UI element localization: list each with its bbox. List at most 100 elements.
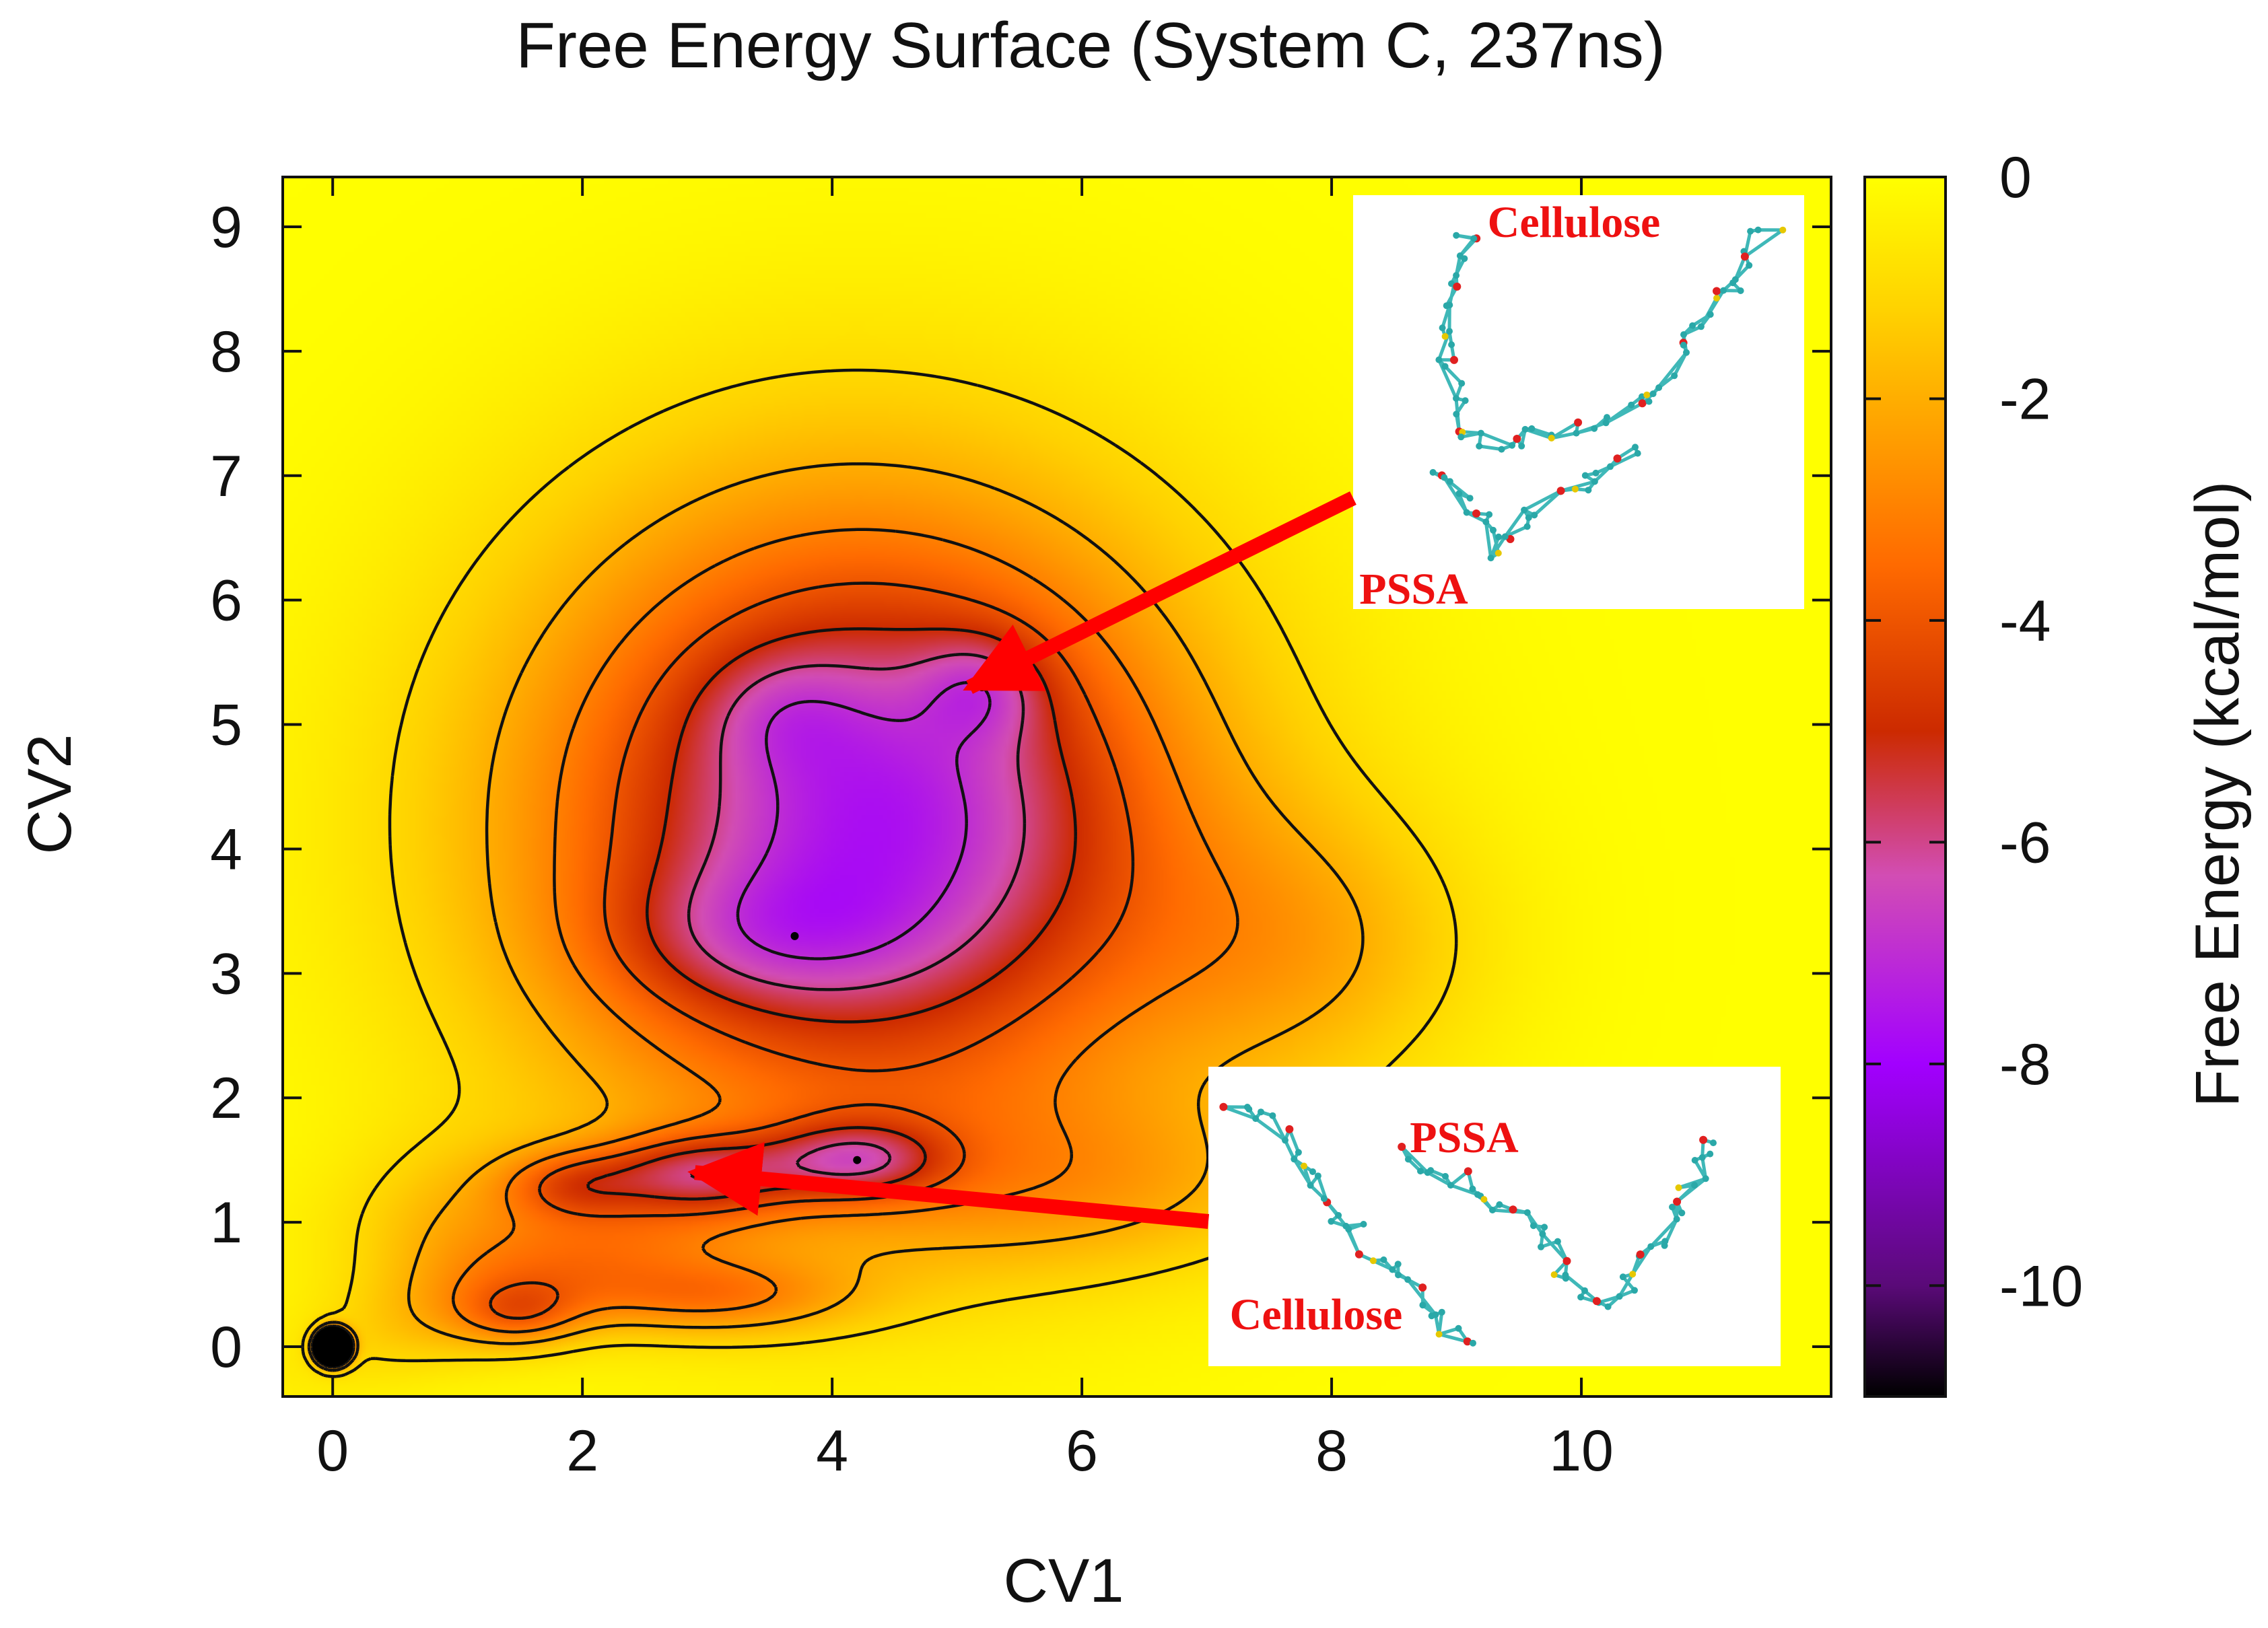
annotation-arrow	[687, 1141, 1210, 1229]
molecule-atom	[1487, 555, 1494, 562]
molecule-atom	[1307, 1182, 1314, 1189]
molecule-atom	[1634, 450, 1641, 457]
molecule-atom	[1591, 425, 1598, 432]
molecule-atom	[1574, 418, 1583, 427]
molecule-atom	[1328, 1217, 1335, 1225]
molecule-atom	[1740, 252, 1749, 261]
molecule-atom	[1441, 474, 1448, 481]
molecule-atom	[1476, 442, 1483, 450]
molecule-atom	[1591, 478, 1598, 485]
molecule-atom	[1518, 442, 1525, 450]
colorbar	[1863, 176, 1947, 1398]
molecule-atom	[1528, 425, 1536, 432]
inset-bottom-label-pssa: PSSA	[1410, 1113, 1519, 1162]
molecule-atom	[1482, 518, 1490, 526]
molecule-atom	[1495, 533, 1503, 540]
molecule-atom	[1472, 509, 1480, 518]
molecule-atom	[1680, 331, 1687, 339]
molecule-atom	[1301, 1162, 1307, 1170]
molecule-atom	[1613, 454, 1622, 463]
annotation-arrows	[687, 491, 1356, 1229]
molecule-atom	[1746, 262, 1753, 269]
molecule-atom	[1680, 341, 1687, 349]
y-tick-label: 3	[210, 942, 242, 1006]
molecule-atom	[1458, 380, 1466, 387]
molecule-atom	[1453, 282, 1462, 291]
molecule-atom	[1509, 441, 1516, 449]
molecule-atom	[1638, 399, 1647, 408]
molecule-atom	[1737, 287, 1744, 294]
molecule-atom	[1731, 276, 1739, 283]
molecule-atom	[1649, 390, 1657, 398]
contour-level	[316, 653, 1027, 1363]
molecule-atom	[1419, 1302, 1427, 1309]
y-tick-label: 6	[210, 569, 242, 633]
x-tick-label: 4	[816, 1419, 848, 1483]
y-tick-label: 8	[210, 320, 242, 384]
molecule-atom	[1691, 1182, 1698, 1189]
molecule-atom	[1628, 401, 1635, 409]
molecule-atom	[1713, 287, 1721, 295]
inset-bottom-background	[1208, 1067, 1781, 1366]
x-tick-label: 8	[1315, 1419, 1348, 1483]
molecule-atom	[1556, 487, 1565, 495]
molecule-top-picture	[1429, 226, 1787, 562]
molecule-atom	[1439, 324, 1446, 332]
molecule-atom	[1636, 1250, 1645, 1259]
molecule-atom	[1707, 1150, 1714, 1158]
contour-level	[310, 528, 1239, 1369]
molecule-atom	[1675, 1184, 1682, 1191]
x-tick-label: 0	[316, 1419, 349, 1483]
x-axis-label: CV1	[1004, 1547, 1124, 1615]
molecule-atom	[1435, 356, 1443, 363]
molecule-atom	[1438, 1308, 1445, 1316]
molecule-atom	[1619, 1273, 1626, 1281]
molecule-atom	[1521, 506, 1528, 514]
molecule-atom	[1345, 1226, 1352, 1233]
colorbar-tick-label: 0	[1999, 145, 2032, 210]
y-tick-label: 7	[210, 444, 242, 509]
molecule-atom	[1581, 472, 1589, 479]
y-tick-label: 0	[210, 1315, 242, 1380]
inset-top-background	[1353, 195, 1804, 609]
molecule-atom	[1671, 372, 1678, 380]
molecule-atom	[1548, 435, 1555, 441]
y-tick-label: 9	[210, 195, 242, 260]
molecule-atom	[1550, 1271, 1558, 1278]
molecule-atom	[1418, 1283, 1427, 1292]
molecule-atom	[1678, 1209, 1686, 1217]
contour-level	[307, 462, 1365, 1372]
molecule-atom	[1683, 349, 1690, 356]
molecule-atom	[1747, 227, 1754, 235]
molecule-atom	[1541, 1224, 1548, 1231]
molecule-atom	[1447, 1182, 1454, 1189]
molecule-atom	[1581, 1287, 1588, 1294]
molecule-atom	[1494, 549, 1502, 557]
molecule-atom	[1453, 272, 1460, 279]
molecule-atom	[1490, 526, 1497, 534]
y-tick-label: 5	[210, 693, 242, 758]
molecule-atom	[1669, 1203, 1676, 1211]
minimum-point	[790, 931, 799, 940]
molecule-atom	[1461, 255, 1468, 262]
molecule-atom	[1496, 1201, 1503, 1208]
x-tick-label: 6	[1066, 1419, 1098, 1483]
x-tick-label: 2	[566, 1419, 598, 1483]
molecule-atom	[1427, 1167, 1435, 1174]
molecule-atom	[1442, 1172, 1449, 1180]
molecule-atom	[1699, 1135, 1708, 1144]
molecule-atom	[1629, 1271, 1637, 1278]
molecule-atom	[1647, 1243, 1655, 1250]
molecule-atom	[1702, 1175, 1709, 1182]
y-tick-label: 4	[210, 817, 242, 882]
chart-title: Free Energy Surface (System C, 237ns)	[516, 9, 1665, 81]
molecule-atom	[1404, 1276, 1412, 1283]
molecule-atom	[1486, 511, 1493, 518]
annotation-arrow	[963, 491, 1356, 694]
molecule-atom	[1395, 1271, 1402, 1279]
molecule-atom	[1309, 1168, 1316, 1175]
molecule-atom	[1571, 485, 1579, 493]
molecule-atom	[1710, 1139, 1717, 1147]
molecule-atom	[1398, 1143, 1406, 1151]
molecule-atom	[1417, 1168, 1424, 1175]
